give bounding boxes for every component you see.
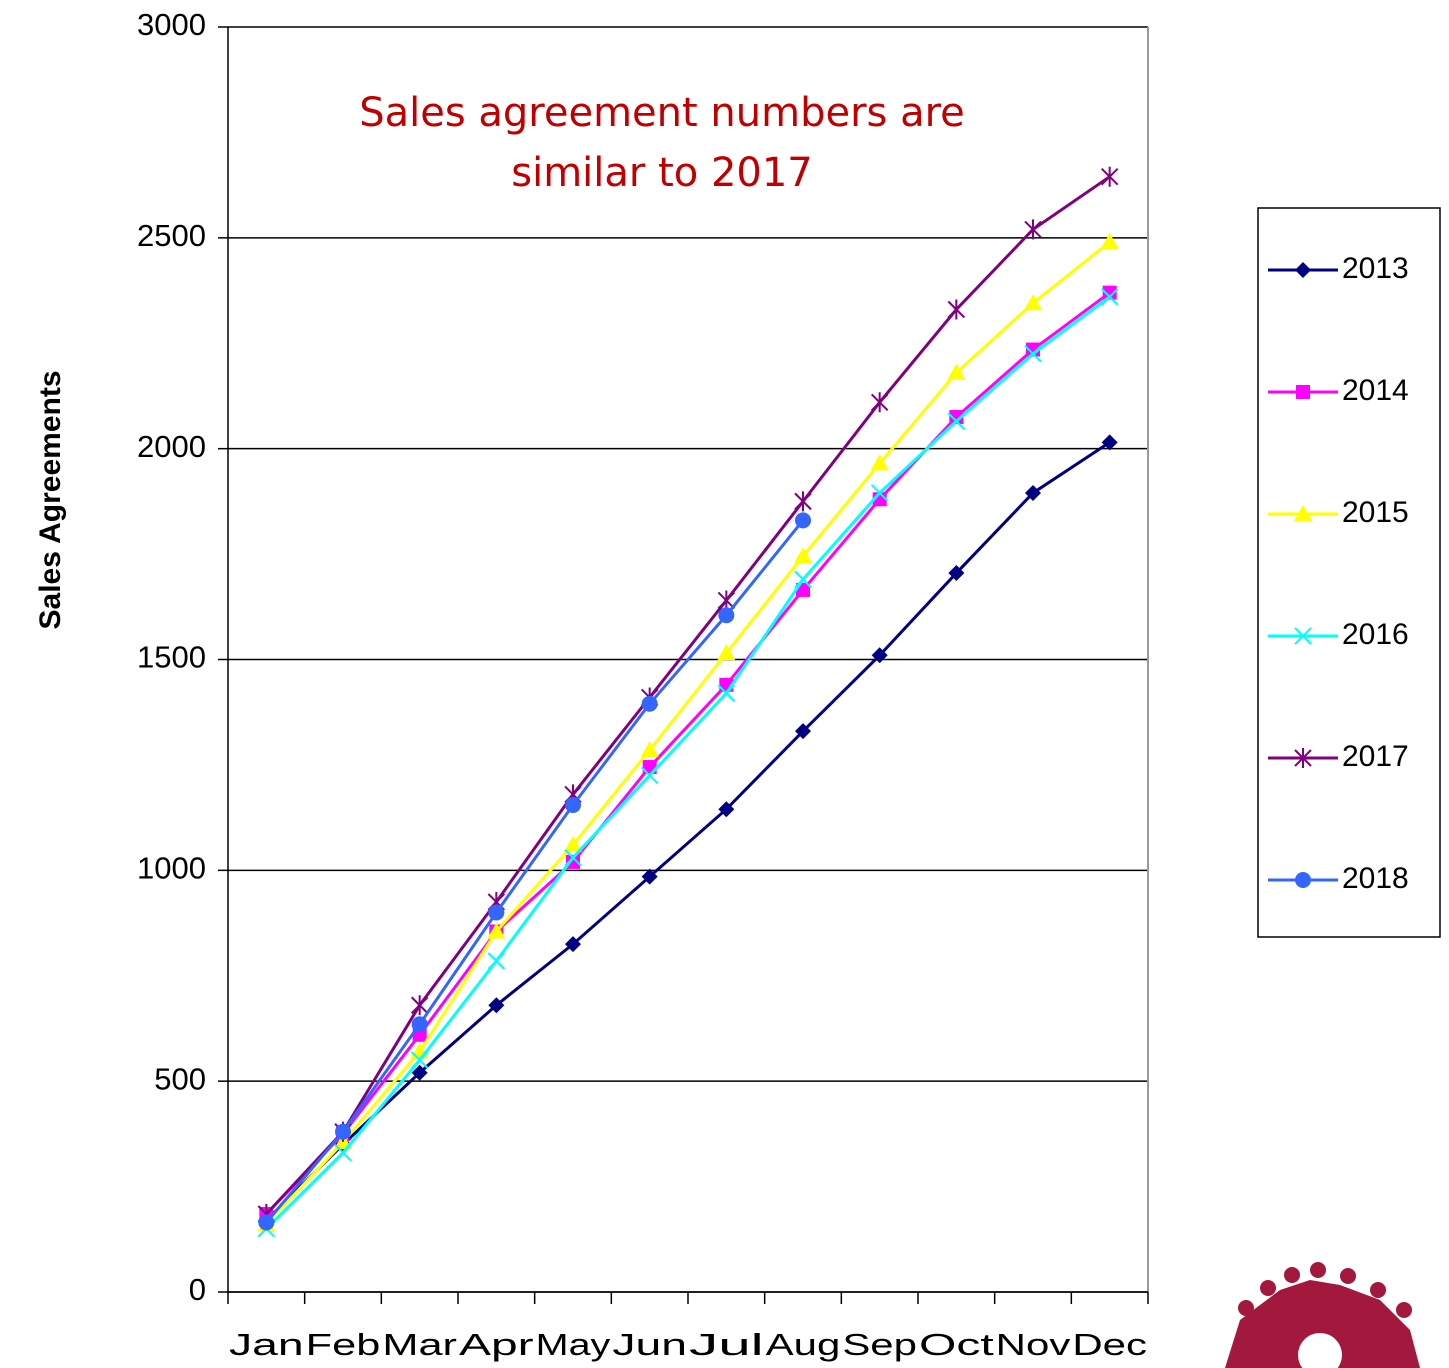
marker (795, 723, 811, 740)
marker (640, 741, 659, 758)
logo (1225, 1262, 1420, 1368)
series (258, 512, 811, 1231)
y-tick-label: 500 (154, 1061, 206, 1096)
marker (487, 922, 506, 939)
marker (1100, 233, 1119, 250)
series (258, 434, 1118, 1229)
series (257, 288, 1119, 1238)
marker (717, 644, 736, 661)
series (257, 233, 1119, 1232)
marker (488, 904, 505, 921)
marker (1294, 748, 1312, 768)
marker (1296, 385, 1310, 399)
y-tick-label: 1500 (137, 640, 206, 675)
line (265, 441, 1111, 1222)
legend-label: 2018 (1342, 862, 1409, 895)
marker (871, 647, 888, 664)
marker (641, 868, 658, 885)
marker (947, 299, 966, 320)
marker (1024, 294, 1042, 311)
marker (487, 952, 506, 970)
marker (488, 997, 505, 1014)
marker (565, 796, 581, 813)
marker (718, 607, 735, 624)
y-tick-label: 2000 (137, 429, 206, 464)
marker (948, 565, 965, 582)
x-tick-label: Mar (382, 1327, 457, 1362)
x-tick-label: Sep (842, 1327, 917, 1362)
marker (1024, 345, 1042, 363)
marker (1100, 288, 1119, 306)
legend-label: 2015 (1342, 496, 1409, 529)
marker (870, 454, 889, 471)
marker (411, 1016, 428, 1033)
marker (258, 1214, 275, 1231)
annotation: Sales agreement numbers are (359, 90, 965, 136)
marker (717, 684, 736, 702)
marker (717, 590, 736, 611)
marker (1294, 627, 1312, 645)
marker (410, 995, 429, 1016)
marker (1026, 342, 1040, 357)
y-tick-label: 2500 (137, 218, 206, 253)
x-tick-label: Jun (612, 1327, 687, 1362)
x-tick-label: Jul (689, 1327, 764, 1362)
marker (794, 491, 812, 512)
marker (870, 484, 889, 502)
y-tick-label: 3000 (137, 7, 206, 42)
marker (1025, 484, 1041, 501)
series (257, 166, 1119, 1224)
marker (1294, 505, 1312, 521)
marker (794, 547, 812, 564)
marker (640, 766, 659, 785)
line (265, 291, 1111, 1216)
marker (411, 1064, 428, 1081)
x-tick-label: Feb (306, 1327, 381, 1362)
marker (1024, 219, 1042, 240)
marker (870, 392, 889, 413)
x-tick-label: Apr (459, 1327, 534, 1362)
marker (1295, 872, 1311, 888)
marker (718, 801, 735, 818)
marker (564, 848, 582, 867)
legend-label: 2016 (1342, 618, 1409, 651)
marker (947, 412, 966, 430)
legend-label: 2017 (1342, 740, 1409, 773)
x-tick-label: Dec (1072, 1327, 1147, 1362)
annotation: similar to 2017 (511, 150, 812, 196)
line (265, 295, 1111, 1230)
x-tick-label: May (536, 1327, 611, 1362)
y-axis-label: Sales Agreements (34, 370, 67, 629)
marker (410, 1051, 429, 1069)
marker (565, 936, 581, 953)
x-tick-label: Jan (229, 1327, 304, 1362)
marker (335, 1123, 351, 1140)
legend-label: 2013 (1342, 252, 1409, 285)
marker (1102, 285, 1117, 300)
x-tick-label: Oct (919, 1327, 994, 1362)
y-tick-label: 1000 (137, 851, 206, 886)
marker (1100, 166, 1119, 187)
marker (794, 570, 812, 589)
marker (947, 363, 966, 380)
y-tick-label: 0 (189, 1272, 206, 1307)
marker (795, 512, 811, 529)
marker (1101, 434, 1118, 451)
line (265, 175, 1111, 1216)
line (265, 519, 805, 1224)
legend-box (1257, 207, 1441, 938)
marker (641, 695, 658, 712)
marker (1295, 262, 1311, 278)
x-tick-label: Nov (996, 1327, 1071, 1362)
x-tick-label: Aug (766, 1327, 841, 1362)
line (265, 240, 1111, 1226)
marker (334, 1144, 352, 1162)
marker (949, 410, 964, 425)
marker (566, 854, 580, 869)
marker (564, 836, 582, 853)
legend-label: 2014 (1342, 374, 1409, 407)
